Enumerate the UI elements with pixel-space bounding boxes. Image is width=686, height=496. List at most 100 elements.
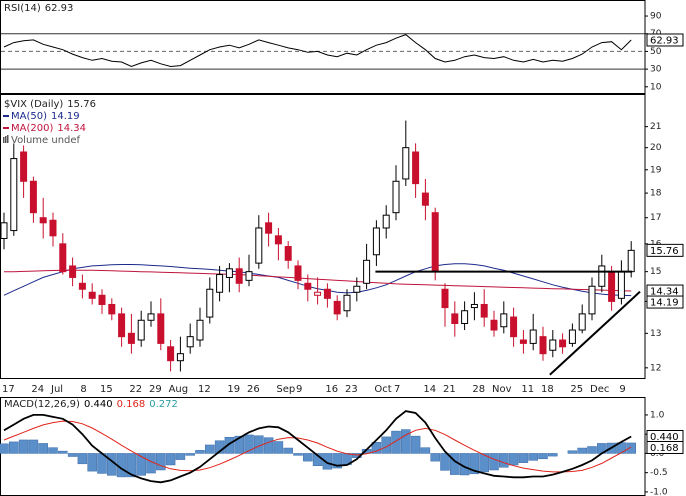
value-box-label: 0.440	[650, 432, 679, 443]
candle-body	[225, 268, 233, 278]
panel-title-name: RSI(14)	[4, 3, 41, 14]
value-box: 62.93	[646, 33, 684, 47]
candle-body	[578, 313, 586, 331]
y-tick-label: 10	[650, 82, 662, 92]
value-box-frame	[646, 243, 684, 257]
candle-body	[529, 329, 537, 344]
x-tick-label: 28	[472, 384, 485, 395]
histogram-bar	[28, 439, 39, 454]
histogram-bar	[332, 453, 342, 469]
candle-body	[627, 249, 635, 273]
legend-swatch	[5, 136, 7, 143]
value-box-frame	[646, 295, 684, 309]
panel-title: RSI(14) 62.93	[4, 3, 73, 14]
x-tick-label: 12	[198, 384, 211, 395]
x-tick-label: 9	[296, 384, 302, 395]
y-tick-label: 12	[650, 363, 661, 373]
histogram-bar	[489, 453, 499, 471]
legend-entry: MA(50) 14.19	[11, 111, 80, 122]
x-tick-label: Oct	[374, 384, 391, 395]
histogram-bar	[9, 441, 19, 454]
histogram-bar	[126, 453, 137, 478]
candle-body	[500, 313, 508, 328]
histogram-bar	[263, 437, 274, 454]
y-tick-label: 1.0	[650, 410, 665, 420]
candle-body	[196, 319, 204, 341]
y-tick-label: 15	[650, 267, 661, 277]
y-tick-label: 18	[650, 189, 662, 199]
candle-body	[167, 346, 175, 362]
panel-title-value: 0.272	[149, 399, 178, 410]
y-tick-label: 50	[650, 47, 662, 57]
legend-entry: MA(200) 14.34	[11, 123, 86, 134]
legend-swatch	[7, 135, 9, 143]
candle-body	[255, 227, 263, 264]
histogram-bar	[205, 444, 215, 454]
candle-body	[157, 313, 165, 344]
value-box-label: 15.76	[650, 246, 679, 257]
value-box: 14.19	[646, 295, 684, 309]
candle-body	[421, 192, 429, 206]
candle-body	[216, 274, 224, 293]
candle-body	[461, 310, 469, 324]
histogram-bar	[224, 437, 235, 454]
histogram-bar	[420, 447, 431, 454]
x-tick-label: 26	[247, 384, 260, 395]
candle-body	[519, 339, 527, 344]
panel-frame	[0, 397, 646, 496]
panel-title: MACD(12,26,9) 0.440 0.1680.272	[4, 399, 178, 410]
histogram-bar	[48, 447, 58, 454]
candle-body	[118, 313, 126, 338]
histogram-bar	[626, 442, 636, 454]
x-tick-label: 9	[619, 384, 625, 395]
value-box-frame	[646, 440, 684, 454]
histogram-bar	[508, 453, 519, 466]
histogram-bar	[469, 453, 480, 475]
y-tick-label: 90	[650, 12, 662, 22]
candle-body	[510, 316, 518, 338]
x-tick-label: Sep	[276, 384, 295, 395]
candle-body	[392, 180, 400, 214]
histogram-bar	[303, 453, 313, 462]
candle-body	[10, 158, 18, 232]
histogram-bar	[0, 443, 9, 454]
candle-body	[314, 291, 322, 296]
x-tick-label: Aug	[169, 384, 189, 395]
macd-line	[3, 410, 632, 484]
x-tick-label: Jul	[50, 384, 63, 395]
histogram-bar	[391, 430, 401, 454]
candle-body	[598, 265, 606, 287]
y-tick-label: 30	[650, 65, 662, 75]
candle-body	[98, 294, 106, 305]
x-tick-label: 22	[129, 384, 142, 395]
candle-body	[617, 271, 625, 299]
y-tick-label: 17	[650, 213, 661, 223]
x-tick-label: 21	[443, 384, 456, 395]
histogram-bar	[450, 453, 460, 475]
histogram-bar	[518, 453, 529, 463]
candle-body	[176, 353, 184, 362]
x-tick-label: 23	[345, 384, 358, 395]
candle-body	[412, 151, 420, 185]
candle-body	[69, 265, 77, 278]
value-box-label: 0.168	[650, 443, 679, 454]
candle-body	[206, 288, 214, 318]
histogram-bar	[136, 453, 146, 476]
candle-body	[431, 212, 439, 273]
candle-body	[265, 222, 273, 234]
histogram-bar	[273, 441, 284, 454]
candle-body	[304, 282, 312, 290]
candle-body	[402, 147, 410, 180]
panel-title-value: 0.168	[117, 399, 146, 410]
histogram-bar	[577, 447, 587, 454]
panel-frame	[0, 94, 646, 379]
x-tick-label: 17	[2, 384, 15, 395]
histogram-bar	[244, 434, 254, 454]
x-tick-label: 11	[521, 384, 534, 395]
legend-value: 15.76	[67, 99, 96, 110]
candle-body	[186, 336, 194, 348]
candle-body	[490, 319, 498, 331]
value-box-label: 62.93	[650, 35, 679, 46]
candle-body	[363, 259, 371, 284]
